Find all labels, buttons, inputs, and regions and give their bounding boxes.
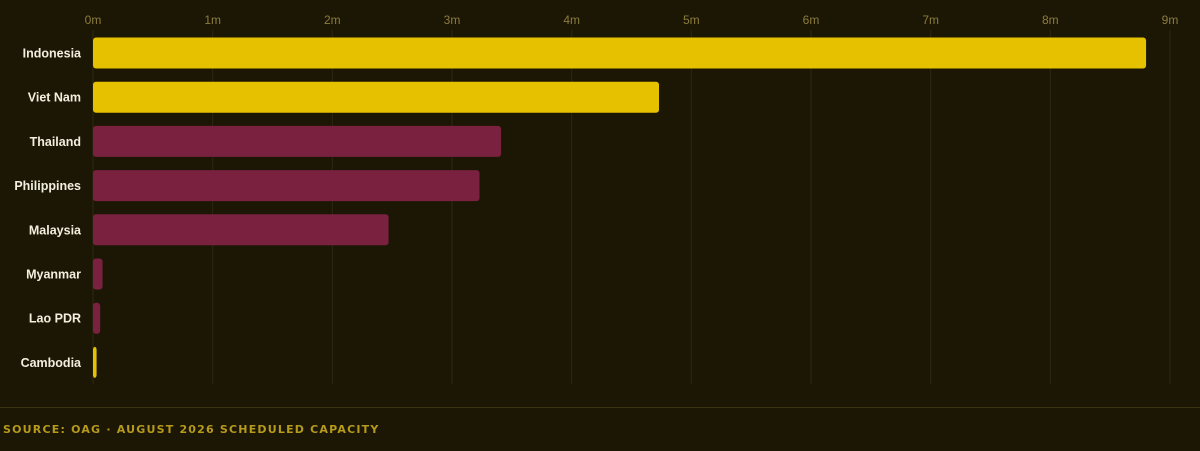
category-label: Lao PDR — [29, 312, 81, 326]
x-tick-label: 9m — [1162, 13, 1179, 27]
x-tick-label: 4m — [563, 13, 580, 27]
bars — [93, 37, 1147, 378]
category-label: Indonesia — [23, 47, 82, 61]
bar-indonesia — [93, 37, 1147, 69]
bar-malaysia — [93, 214, 389, 246]
source-note: SOURCE: OAG · AUGUST 2026 SCHEDULED CAPA… — [3, 423, 380, 436]
x-axis-ticks: 0m 1m 2m 3m 4m 5m 6m 7m 8m 9m — [85, 13, 1179, 27]
bar-cambodia — [93, 346, 97, 378]
bar-philippines — [93, 170, 480, 202]
bar-chart: 0m 1m 2m 3m 4m 5m 6m 7m 8m 9m Indonesia Viet Nam Th… — [14, 13, 1179, 384]
category-label: Viet Nam — [28, 91, 81, 105]
x-tick-label: 2m — [324, 13, 341, 27]
category-label: Thailand — [30, 135, 81, 149]
x-tick-label: 1m — [204, 13, 221, 27]
bar-myanmar — [93, 258, 103, 290]
x-tick-label: 3m — [444, 13, 461, 27]
category-label: Cambodia — [21, 356, 82, 370]
x-tick-label: 8m — [1042, 13, 1059, 27]
footer-divider — [0, 407, 1200, 408]
bar-viet-nam — [93, 81, 660, 113]
category-label: Malaysia — [29, 223, 82, 237]
category-label: Myanmar — [26, 268, 81, 282]
x-tick-label: 5m — [683, 13, 700, 27]
x-tick-label: 0m — [85, 13, 102, 27]
bar-thailand — [93, 125, 502, 157]
category-label: Philippines — [14, 179, 81, 193]
bar-lao-pdr — [93, 302, 101, 334]
x-tick-label: 6m — [803, 13, 820, 27]
x-tick-label: 7m — [922, 13, 939, 27]
category-labels: Indonesia Viet Nam Thailand Philippines Mala… — [14, 47, 82, 370]
